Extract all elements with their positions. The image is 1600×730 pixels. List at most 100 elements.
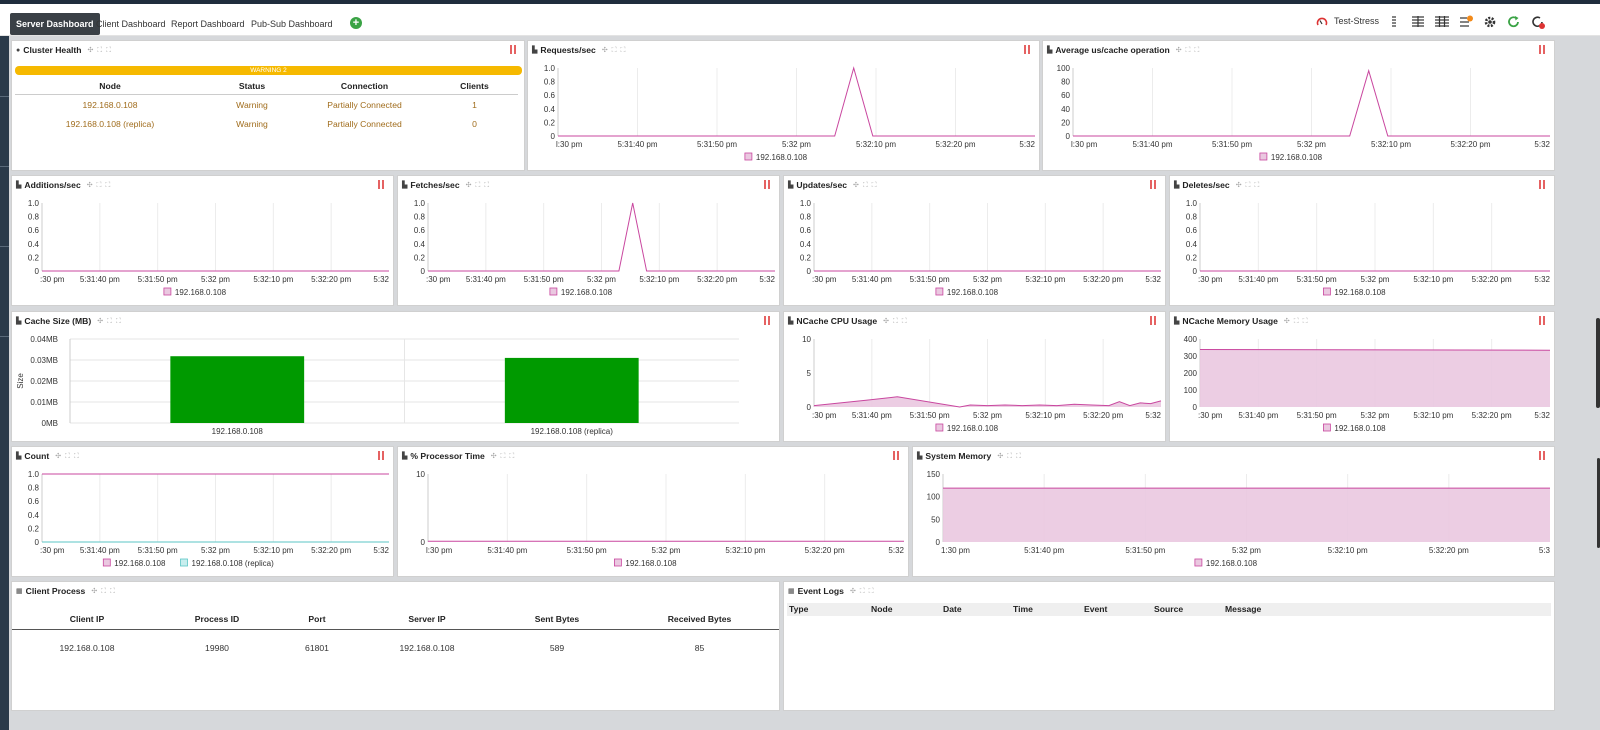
legend-label[interactable]: 192.168.0.108 (175, 288, 227, 297)
pause-icon[interactable] (764, 180, 770, 189)
x-tick-label: 5:32 (888, 546, 904, 555)
legend-label[interactable]: 192.168.0.108 (561, 288, 613, 297)
panel-tools-icon[interactable]: ✣ ⛶ ⛶ (465, 181, 491, 189)
chart-title: NCache Memory Usage (1182, 316, 1278, 326)
tab-pubsub-dashboard[interactable]: Pub-Sub Dashboard (251, 19, 333, 29)
series-line[interactable] (1199, 349, 1551, 351)
header-sent-bytes: Sent Bytes (534, 614, 580, 624)
tab-report-dashboard[interactable]: Report Dashboard (171, 19, 245, 29)
legend-swatch[interactable] (549, 287, 558, 296)
x-tick-label: 5:32 pm (1297, 140, 1326, 149)
legend-swatch[interactable] (935, 287, 944, 296)
pause-icon[interactable] (378, 180, 384, 189)
y-tick-label: 0.2 (1186, 253, 1198, 262)
pause-icon[interactable] (1539, 180, 1545, 189)
series-line[interactable] (428, 202, 775, 272)
series-line[interactable] (1073, 68, 1550, 137)
series-line[interactable] (558, 66, 1035, 137)
panel-tools-icon[interactable]: ✣ ⛶ ⛶ (1283, 317, 1309, 325)
panel-tools-icon[interactable]: ✣ ⛶ ⛶ (997, 452, 1022, 460)
legend-swatch[interactable] (935, 423, 944, 432)
legend-label[interactable]: 192.168.0.108 (1334, 424, 1386, 433)
y-tick-label: 0 (551, 132, 556, 141)
cell-clients: 1 (472, 100, 477, 110)
x-tick-label: 5:32:10 pm (253, 275, 293, 284)
legend-swatch[interactable] (180, 558, 188, 567)
legend-swatch[interactable] (1259, 152, 1268, 161)
x-tick-label: 5:32:10 pm (1025, 275, 1065, 284)
tab-server-dashboard[interactable]: Server Dashboard (10, 13, 100, 35)
legend-label[interactable]: 192.168.0.108 (625, 559, 677, 568)
legend-label[interactable]: 192.168.0.108 (947, 424, 999, 433)
pause-icon[interactable] (1539, 451, 1545, 460)
y-tick-label: 100 (927, 493, 941, 502)
y-tick-label: 100 (1184, 386, 1198, 395)
legend-swatch[interactable] (1322, 287, 1331, 296)
tab-client-dashboard[interactable]: Client Dashboard (96, 19, 166, 29)
pause-icon[interactable] (378, 451, 384, 460)
legend-swatch[interactable] (163, 287, 172, 296)
chart-title: Cache Size (MB) (24, 316, 92, 326)
alerts-list-icon[interactable] (1458, 15, 1474, 29)
panel-tools-icon[interactable]: ✣ ⛶ ⛶ (1175, 46, 1201, 54)
stop-refresh-icon[interactable] (1530, 15, 1546, 29)
header-status: Status (238, 81, 266, 91)
rows-1-icon[interactable] (1386, 15, 1402, 29)
pause-icon[interactable] (1024, 45, 1030, 54)
y-tick-label: 0.8 (28, 484, 40, 493)
panel-tools-icon[interactable]: ✣ ⛶ ⛶ (849, 587, 875, 595)
cell-node: 192.168.0.108 (replica) (65, 119, 155, 129)
pause-icon[interactable] (764, 316, 770, 325)
x-tick-label: 5:31:40 pm (852, 275, 892, 284)
chart-icon: ▙ (788, 182, 794, 189)
refresh-icon[interactable] (1506, 15, 1522, 29)
panel-tools-icon[interactable]: ✣ ⛶ ⛶ (883, 317, 908, 325)
cache-size-panel: ▙ Cache Size (MB) ✣ ⛶ ⛶ 0.04MB 0.03MB 0.02MB 0… (11, 311, 780, 442)
panel-tools-icon[interactable]: ✣ ⛶ ⛶ (86, 181, 112, 189)
legend-label[interactable]: 192.168.0.108 (756, 153, 808, 162)
panel-title: ▙ NCache Memory Usage ✣ ⛶ ⛶ (1174, 315, 1308, 327)
legend-swatch[interactable] (744, 152, 753, 161)
legend-label[interactable]: 192.168.0.108 (114, 559, 166, 568)
panel-tools-icon[interactable]: ✣ ⛶ ⛶ (490, 452, 516, 460)
pause-icon[interactable] (893, 451, 899, 460)
legend-label[interactable]: 192.168.0.108 (1271, 153, 1323, 162)
panel-tools-icon[interactable]: ✣ ⛶ ⛶ (853, 181, 878, 189)
legend-label[interactable]: 192.168.0.108 (1334, 288, 1386, 297)
x-tick-label: 5:32:10 pm (1413, 275, 1453, 284)
pause-icon[interactable] (1150, 316, 1156, 325)
cell-connection: Partially Connected (327, 119, 402, 129)
add-dashboard-button[interactable]: + (350, 17, 362, 29)
series-line[interactable] (813, 396, 1162, 408)
legend-swatch[interactable] (1194, 558, 1203, 567)
y-tick-label: 0.2 (28, 253, 40, 262)
panel-tools-icon[interactable]: ✣ ⛶ ⛶ (55, 452, 80, 460)
pause-icon[interactable] (510, 45, 516, 54)
legend-swatch[interactable] (1322, 423, 1331, 432)
legend-label[interactable]: 192.168.0.108 (947, 288, 999, 297)
panel-tools-icon[interactable]: ✣ ⛶ ⛶ (1235, 181, 1261, 189)
x-tick-label: :30 pm (812, 411, 837, 420)
legend-label[interactable]: 192.168.0.108 (1206, 559, 1258, 568)
avg-cache-operation-panel: ▙ Average us/cache operation ✣ ⛶ ⛶ 100 80 60 4… (1042, 40, 1555, 171)
legend-swatch[interactable] (102, 558, 111, 567)
bar[interactable] (170, 356, 305, 423)
x-tick-label: 5:31:40 pm (1238, 275, 1278, 284)
panel-tools-icon[interactable]: ✣ ⛶ ⛶ (87, 46, 113, 54)
scrollbar-thumb[interactable] (1597, 458, 1600, 548)
bar[interactable] (504, 357, 639, 423)
panel-tools-icon[interactable]: ✣ ⛶ ⛶ (97, 317, 122, 325)
legend-label[interactable]: 192.168.0.108 (replica) (192, 559, 275, 568)
pause-icon[interactable] (1539, 316, 1545, 325)
panel-tools-icon[interactable]: ✣ ⛶ ⛶ (601, 46, 627, 54)
scrollbar-thumb[interactable] (1596, 318, 1600, 408)
pause-icon[interactable] (1539, 45, 1545, 54)
x-tick-label: 5:32:20 pm (1472, 411, 1512, 420)
gear-icon[interactable] (1482, 15, 1498, 29)
rows-3-icon[interactable] (1434, 15, 1450, 29)
pause-icon[interactable] (1150, 180, 1156, 189)
panel-tools-icon[interactable]: ✣ ⛶ ⛶ (91, 587, 116, 595)
rows-2-icon[interactable] (1410, 15, 1426, 29)
y-tick-label: 0.6 (28, 226, 40, 235)
legend-swatch[interactable] (613, 558, 622, 567)
